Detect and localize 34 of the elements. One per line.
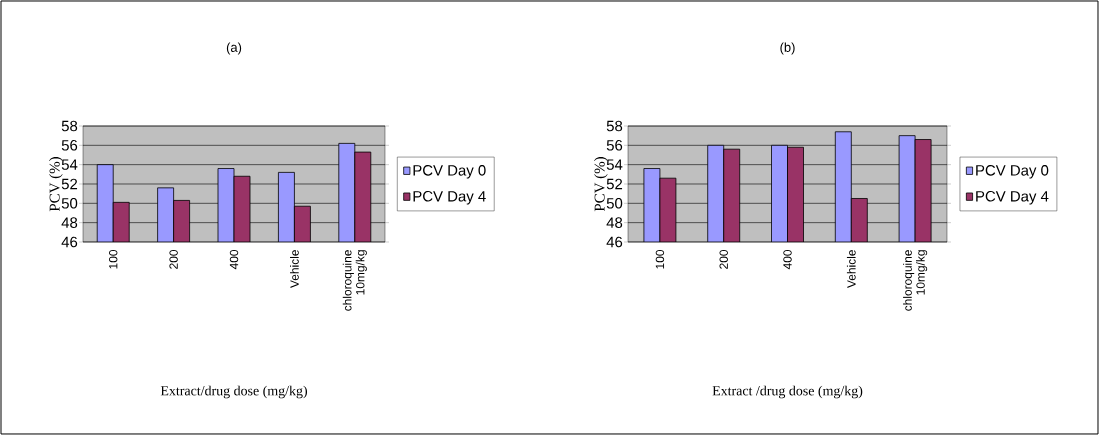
x-axis-title: Extract /drug dose (mg/kg) — [712, 385, 863, 399]
x-tick-label: 400 — [229, 249, 239, 270]
y-tick-label: 58 — [606, 120, 623, 132]
legend-label: PCV Day 0 — [976, 165, 1049, 179]
y-tick-label: 50 — [606, 198, 623, 209]
x-axis-title: Extract/drug dose (mg/kg) — [160, 385, 308, 399]
chart-title: (b) — [780, 42, 795, 55]
y-tick-label: 56 — [606, 140, 623, 151]
y-tick-label: 54 — [61, 159, 78, 170]
x-tick-label: chloroquine 10mg/kg — [342, 250, 367, 311]
chart-title: (a) — [226, 42, 242, 55]
x-tick-label: 100 — [108, 249, 118, 269]
y-tick-label: 54 — [606, 159, 623, 170]
y-tick-label: 56 — [61, 140, 78, 151]
y-tick-label: 52 — [606, 178, 623, 190]
x-tick-label: 400 — [783, 249, 792, 270]
y-tick-label: 58 — [61, 120, 78, 132]
y-tick-label: 46 — [61, 236, 78, 248]
x-tick-label: Vehicle — [290, 250, 299, 289]
legend-label: PCV Day 0 — [413, 165, 486, 179]
legend-label: PCV Day 4 — [976, 190, 1049, 205]
x-tick-label: 200 — [719, 249, 728, 269]
y-tick-label: 48 — [606, 217, 623, 228]
y-axis-title: PCV (%) — [594, 157, 608, 212]
y-tick-label: 52 — [61, 178, 78, 190]
legend-label: PCV Day 4 — [413, 190, 486, 205]
x-tick-label: 100 — [655, 249, 665, 269]
y-tick-label: 48 — [61, 217, 78, 228]
y-tick-label: 50 — [61, 198, 78, 209]
x-tick-label: 200 — [169, 249, 178, 269]
x-tick-label: chloroquine 10mg/kg — [903, 250, 928, 311]
y-axis-title: PCV (%) — [49, 157, 63, 212]
x-tick-label: Vehicle — [846, 250, 856, 289]
y-tick-label: 46 — [606, 236, 623, 248]
